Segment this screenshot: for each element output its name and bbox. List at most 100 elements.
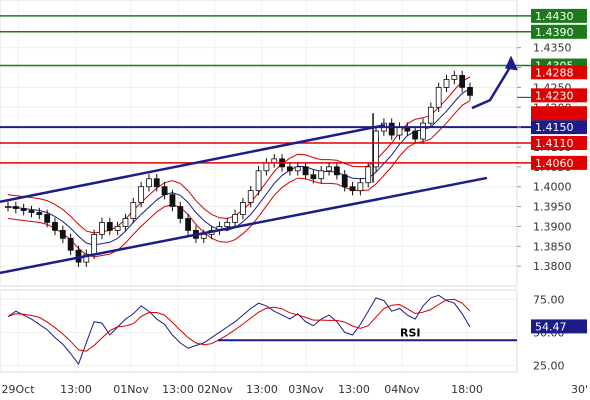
candle-body (177, 206, 184, 219)
candle-body (443, 79, 450, 88)
support-badge (531, 136, 587, 150)
candle-body (365, 166, 372, 184)
candle-body (302, 166, 309, 176)
time-tick-label: 01Nov (113, 383, 149, 396)
trend-channel (0, 123, 488, 275)
candle-body (91, 233, 98, 255)
candle-body (412, 130, 419, 140)
candle-body (286, 166, 293, 172)
candle-body (427, 106, 434, 124)
candle-body (59, 229, 66, 239)
forecast-arrow-head (505, 55, 518, 71)
candle-body (232, 214, 238, 223)
candle-body (99, 222, 105, 235)
candle-body (247, 190, 254, 203)
support-badge-label: 1.4060 (535, 157, 574, 170)
candle-body (185, 218, 192, 231)
candle-body (28, 210, 35, 213)
candle-body (20, 208, 27, 211)
level-badges: 1.44301.43901.43051.41501.41101.40601.42… (531, 8, 587, 170)
candle-body (240, 202, 246, 215)
candle-body (435, 86, 442, 108)
candle-body (333, 166, 340, 176)
time-tick-label: 02Nov (197, 383, 233, 396)
candle-body (153, 178, 160, 188)
support-badge (531, 155, 587, 170)
time-tick-label: 04Nov (384, 383, 420, 396)
candle-body (122, 218, 129, 227)
rsi-value-badge (531, 319, 587, 334)
bollinger-bands (7, 76, 471, 258)
candle-body (255, 170, 262, 192)
pivot-badge (531, 120, 587, 135)
price-tick-label: 1.4000 (533, 181, 572, 194)
candle-body (467, 86, 473, 96)
candle-body (146, 178, 152, 188)
candle-body (12, 206, 19, 209)
candle-body (44, 214, 51, 223)
resistance-badge-label: 1.4430 (535, 10, 574, 23)
rsi-value-label: 54.47 (535, 320, 567, 333)
candle-body (130, 202, 137, 219)
price-marker-badge-label: 1.4288 (535, 66, 574, 79)
time-tick-label: 03Nov (288, 383, 324, 396)
price-marker-badge (531, 88, 587, 103)
resistance-badge (531, 24, 587, 39)
candle-body (357, 182, 364, 192)
candle-body (200, 233, 207, 239)
candle-body (451, 75, 458, 80)
candle-body (341, 174, 348, 188)
candle-body (161, 186, 168, 196)
candle-body (5, 206, 11, 208)
candle-body (114, 226, 121, 231)
resistance-badge (531, 8, 587, 23)
time-tick-label: 13:00 (246, 383, 278, 396)
candle-body (373, 130, 379, 168)
upper-band (7, 76, 471, 234)
candle-body (349, 186, 356, 192)
time-tick-label: 13:00 (162, 383, 194, 396)
time-tick-label: 13:00 (60, 383, 92, 396)
candle-body (169, 194, 176, 207)
timeframe-label: 30' (571, 383, 588, 396)
rsi-label: RSI (400, 326, 421, 339)
time-axis: 29Oct 13:00 01Nov 13:00 02Nov 13:00 03Nov 13:00… (1, 383, 482, 396)
price-tick-label: 1.3950 (533, 201, 572, 214)
lower-band (7, 100, 471, 258)
candle-body (83, 253, 90, 263)
time-tick-label: 13:00 (338, 383, 370, 396)
rsi-panel-frame (0, 289, 518, 373)
candle-body (294, 166, 301, 172)
candle-body (224, 222, 231, 227)
price-tick-label: 1.3800 (533, 260, 572, 273)
rsi-tick-label: 75.00 (533, 293, 565, 306)
candle-body (263, 162, 270, 172)
channel-lower-line (0, 176, 488, 275)
price-tick-label: 1.3900 (533, 220, 572, 233)
price-tick-label: 1.4350 (533, 42, 572, 55)
price-levels (0, 15, 531, 164)
forecast-arrow-path (471, 64, 513, 110)
resistance-badge-label: 1.4390 (535, 26, 574, 39)
price-marker-badge (531, 106, 587, 121)
candle-body (138, 186, 145, 203)
support-badge-label: 1.4110 (535, 137, 574, 150)
candle-body (459, 75, 466, 88)
forecast-arrow (471, 55, 518, 110)
candle-body (106, 222, 113, 231)
channel-upper-line (0, 123, 386, 204)
candle-body (52, 222, 58, 231)
candle-body (388, 122, 395, 136)
price-marker-badge-label: 1.4230 (535, 89, 574, 102)
candle-body (326, 166, 332, 172)
time-tick-label: 29Oct (1, 383, 35, 396)
price-tick-label: 1.3850 (533, 240, 572, 253)
price-marker-badge (531, 65, 587, 80)
candle-body (310, 174, 317, 180)
pivot-badge-label: 1.4150 (535, 121, 574, 134)
candle-body (420, 122, 426, 140)
candle-body (67, 237, 74, 251)
time-tick-label: 18:00 (451, 383, 483, 396)
